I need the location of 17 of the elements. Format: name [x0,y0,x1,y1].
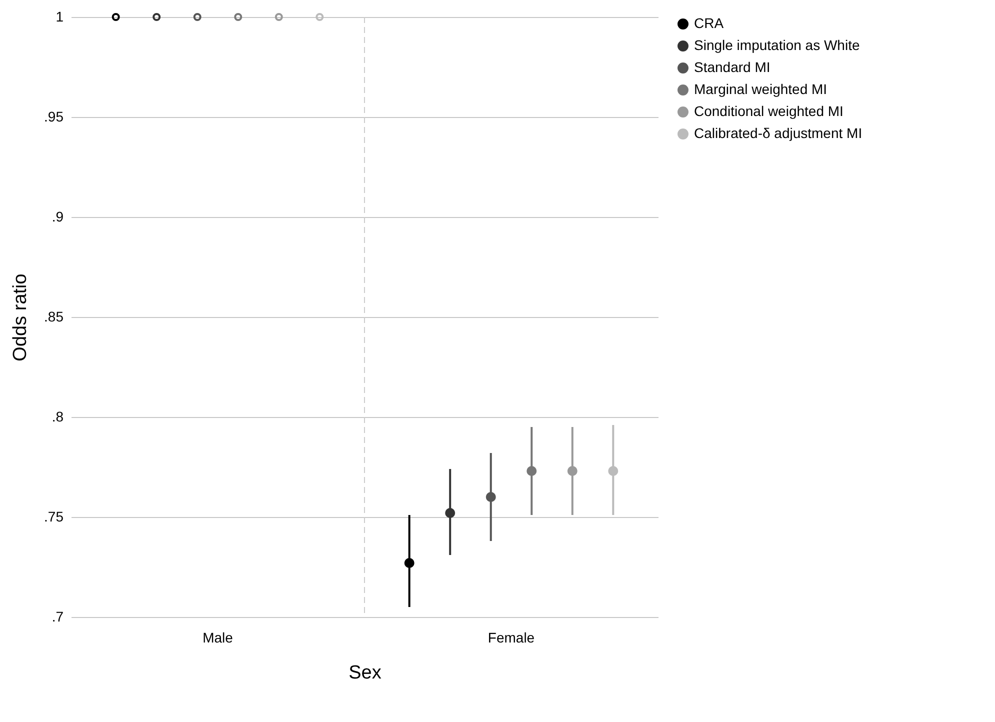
x-tick-label: Female [488,630,535,646]
legend-label: Standard MI [694,59,770,75]
legend-label: CRA [694,15,724,31]
x-axis-title: Sex [348,662,382,684]
legend-label: Conditional weighted MI [694,103,844,119]
y-tick-label: .75 [44,508,64,524]
x-tick-label: Male [202,630,234,646]
y-axis-title: Odds ratio [10,274,32,362]
y-tick-label: .7 [52,608,64,624]
y-tick-label: 1 [56,8,64,24]
legend-label: Single imputation as White [694,37,860,53]
y-tick-label: .95 [44,108,64,124]
y-tick-label: .85 [44,308,64,324]
y-tick-label: .9 [52,208,64,224]
y-tick-label: .8 [52,408,64,424]
legend-label: Calibrated-δ adjustment MI [694,125,862,141]
legend-label: Marginal weighted MI [694,81,828,97]
